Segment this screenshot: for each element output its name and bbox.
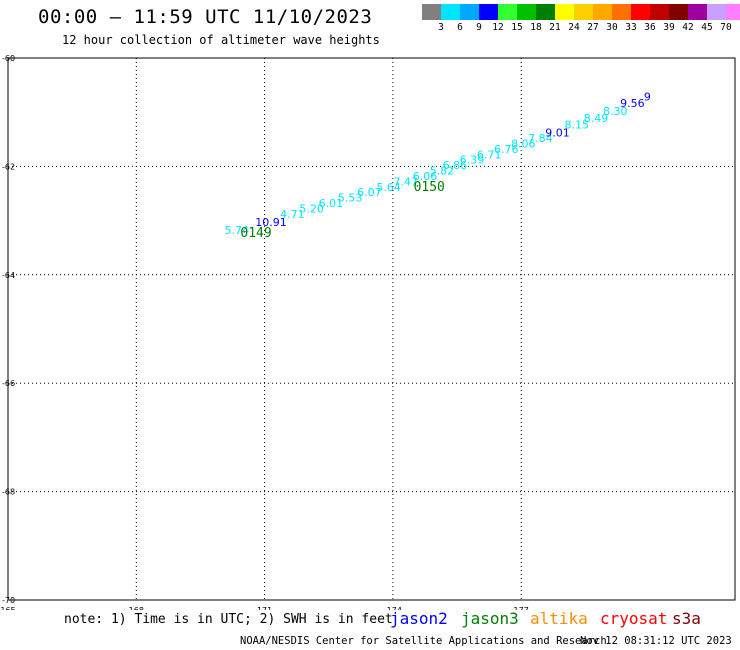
legend-swatch (688, 4, 707, 20)
wave-height-value: 8.15 (565, 118, 590, 131)
wave-height-value: 10.91 (255, 216, 287, 229)
wave-height-value: 9 (644, 90, 651, 103)
plot-frame (7, 57, 736, 601)
legend-swatch (612, 4, 631, 20)
wave-height-value: 8.06 (511, 137, 536, 150)
wave-height-value: 6.07 (357, 186, 382, 199)
x-tick-label: -174 (384, 606, 402, 610)
legend-swatch (726, 4, 740, 20)
legend-swatch (460, 4, 479, 20)
wave-height-value: 5.74 (225, 224, 250, 237)
x-tick-label: 177 (514, 606, 529, 610)
y-tick-label: -68 (2, 488, 15, 497)
x-tick-label: 168 (129, 606, 144, 610)
legend-label: 12 (492, 22, 504, 33)
legend-label: 18 (530, 22, 542, 33)
wave-height-value: 6.06 (413, 170, 438, 183)
legend-swatch (517, 4, 536, 20)
wave-height-value: 8.30 (603, 105, 628, 118)
wave-height-value: 6.01 (319, 197, 344, 210)
legend-swatch (479, 4, 498, 20)
legend-label: 6 (457, 22, 463, 33)
pass-time-label: 0149 (240, 226, 271, 241)
page-subtitle: 12 hour collection of altimeter wave hei… (62, 33, 380, 47)
legend-swatch (669, 4, 688, 20)
legend-label: 36 (644, 22, 656, 33)
legend-label: 3 (438, 22, 444, 33)
y-tick-label: -70 (2, 596, 15, 605)
y-tick-label: -64 (2, 271, 15, 280)
wave-height-value: 6.86 (443, 159, 468, 172)
legend-label: 9 (476, 22, 482, 33)
legend-swatch (593, 4, 612, 20)
legend-label: 33 (625, 22, 637, 33)
credit-line: NOAA/NESDIS Center for Satellite Applica… (240, 635, 607, 647)
satellite-jason2: jason2 (390, 609, 448, 628)
generated-timestamp: Nov 12 08:31:12 UTC 2023 (580, 635, 732, 647)
y-tick-label: -62 (2, 162, 15, 171)
legend-label: 15 (511, 22, 523, 33)
wave-height-value: 6.39 (460, 154, 485, 167)
wave-height-value: 4.71 (280, 208, 305, 221)
wave-height-value: 9.56 (620, 97, 645, 110)
x-tick-label: 165 (0, 606, 15, 610)
wave-height-value: 7.84 (528, 132, 553, 145)
y-tick-label: -66 (2, 379, 15, 388)
wave-height-value: 5.64 (376, 181, 401, 194)
color-legend (422, 4, 740, 20)
legend-label: 70 (720, 22, 732, 33)
legend-label: 30 (606, 22, 618, 33)
page-title: 00:00 – 11:59 UTC 11/10/2023 (38, 6, 373, 28)
legend-swatch (631, 4, 650, 20)
wave-height-value: 5.82 (430, 165, 455, 178)
legend-swatch (650, 4, 669, 20)
legend-swatch (441, 4, 460, 20)
wave-height-value: 8.49 (584, 112, 609, 125)
satellite-cryosat: cryosat (600, 609, 668, 628)
legend-label: 27 (587, 22, 599, 33)
legend-swatch (536, 4, 555, 20)
legend-swatch (574, 4, 593, 20)
wave-height-value: 5.53 (338, 192, 363, 205)
pass-time-label: 0150 (414, 180, 445, 195)
x-tick-label: 171 (257, 606, 272, 610)
legend-swatch (498, 4, 517, 20)
legend-label: 24 (568, 22, 580, 33)
legend-label: 45 (701, 22, 713, 33)
satellite-altika: altika (530, 609, 588, 628)
y-tick-label: -60 (2, 54, 15, 63)
legend-swatch (555, 4, 574, 20)
legend-label: 39 (663, 22, 675, 33)
legend-swatch (707, 4, 726, 20)
wave-height-value: 6.76 (494, 143, 519, 156)
wave-height-value: 6.71 (477, 148, 502, 161)
legend-swatch (422, 4, 441, 20)
wave-height-value: 7.47 (393, 175, 418, 188)
satellite-jason3: jason3 (461, 609, 519, 628)
legend-label: 42 (682, 22, 694, 33)
satellite-s3a: s3a (672, 609, 701, 628)
wave-height-value: 9.01 (545, 127, 570, 140)
wave-height-value: 5.20 (299, 202, 324, 215)
wave-height-map: 165 168 171 -174 177 -60 -62 -64 -66 -68 -70 5.74 10… (0, 54, 736, 610)
footer-note: note: 1) Time is in UTC; 2) SWH is in fe… (64, 612, 393, 627)
legend-label: 21 (549, 22, 561, 33)
